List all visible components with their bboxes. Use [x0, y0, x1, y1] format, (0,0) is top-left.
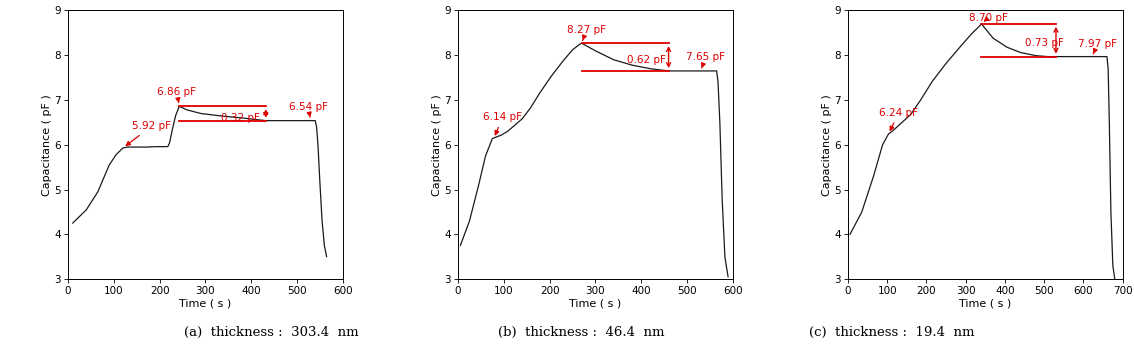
- Text: (c)  thickness :  19.4  nm: (c) thickness : 19.4 nm: [809, 326, 974, 339]
- Text: 0.73 pF: 0.73 pF: [1025, 38, 1064, 48]
- Text: (b)  thickness :  46.4  nm: (b) thickness : 46.4 nm: [498, 326, 665, 339]
- Text: 8.70 pF: 8.70 pF: [968, 13, 1008, 23]
- Text: 6.86 pF: 6.86 pF: [158, 87, 196, 103]
- X-axis label: Time ( s ): Time ( s ): [959, 299, 1012, 309]
- Text: 0.32 pF: 0.32 pF: [221, 113, 261, 124]
- Text: 0.62 pF: 0.62 pF: [627, 55, 667, 65]
- Text: 6.54 pF: 6.54 pF: [289, 102, 328, 117]
- Text: 5.92 pF: 5.92 pF: [126, 121, 171, 146]
- Text: 6.14 pF: 6.14 pF: [483, 112, 522, 135]
- X-axis label: Time ( s ): Time ( s ): [569, 299, 621, 309]
- Y-axis label: Capacitance ( pF ): Capacitance ( pF ): [432, 94, 441, 196]
- Text: 8.27 pF: 8.27 pF: [567, 25, 606, 40]
- Text: 7.97 pF: 7.97 pF: [1078, 39, 1117, 54]
- Y-axis label: Capacitance ( pF ): Capacitance ( pF ): [822, 94, 831, 196]
- X-axis label: Time ( s ): Time ( s ): [179, 299, 231, 309]
- Text: (a)  thickness :  303.4  nm: (a) thickness : 303.4 nm: [184, 326, 358, 339]
- Text: 7.65 pF: 7.65 pF: [686, 52, 725, 68]
- Text: 6.24 pF: 6.24 pF: [879, 107, 919, 130]
- Y-axis label: Capacitance ( pF ): Capacitance ( pF ): [42, 94, 52, 196]
